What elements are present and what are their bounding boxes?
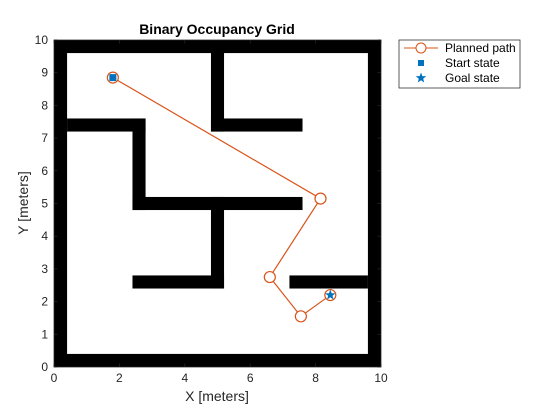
legend: Planned path Start state Goal state	[398, 39, 521, 89]
y-tick-label: 0	[41, 360, 48, 374]
obstacle-cell	[67, 118, 146, 132]
y-tick-label: 8	[41, 98, 48, 112]
x-tick-label: 4	[181, 371, 188, 385]
obstacle-cell	[210, 40, 225, 132]
x-axis-ticks: 0 2 4 6 8 10	[51, 40, 388, 385]
y-axis-label: Y [meters]	[15, 171, 31, 235]
legend-circle-marker-icon	[415, 42, 427, 54]
legend-label-start-state: Start state	[445, 56, 500, 70]
legend-star-marker-icon	[415, 72, 427, 83]
obstacle-cell	[210, 196, 225, 289]
y-axis-ticks: 0 1 2 3 4 5 6 7 8 9 10	[35, 33, 381, 374]
obstacle-cell	[289, 275, 368, 289]
y-tick-label: 4	[41, 229, 48, 243]
x-tick-label: 2	[116, 371, 123, 385]
x-axis-label: X [meters]	[185, 388, 249, 404]
legend-entry-start-state: Start state	[418, 56, 500, 70]
legend-entry-goal-state: Goal state	[415, 71, 500, 85]
y-tick-label: 2	[41, 295, 48, 309]
obstacle-cell	[210, 118, 303, 132]
y-tick-label: 9	[41, 66, 48, 80]
obstacle-cell	[132, 275, 225, 289]
path-waypoint-marker	[314, 192, 327, 205]
y-tick-label: 5	[41, 197, 48, 211]
y-tick-label: 7	[41, 131, 48, 145]
legend-label-planned-path: Planned path	[445, 41, 516, 55]
obstacle-cell	[54, 353, 381, 367]
plot-area	[53, 39, 382, 368]
chart-title: Binary Occupancy Grid	[139, 21, 295, 37]
x-tick-label: 8	[312, 371, 319, 385]
start-state-marker	[109, 74, 117, 82]
goal-state-marker	[325, 289, 336, 300]
obstacle-cell	[367, 40, 381, 367]
state-markers	[109, 74, 336, 300]
legend-entry-planned-path: Planned path	[404, 41, 516, 55]
x-tick-label: 0	[51, 371, 58, 385]
path-waypoint-marker	[294, 310, 307, 323]
y-tick-label: 6	[41, 164, 48, 178]
obstacle-cell	[132, 118, 146, 211]
y-tick-label: 1	[41, 327, 48, 341]
obstacle-cell	[54, 40, 68, 367]
y-tick-label: 10	[35, 33, 49, 47]
x-tick-label: 6	[247, 371, 254, 385]
legend-square-marker-icon	[418, 60, 424, 66]
occupied-cells	[54, 40, 381, 367]
x-tick-label: 10	[374, 371, 388, 385]
legend-label-goal-state: Goal state	[445, 71, 500, 85]
path-waypoint-marker	[263, 270, 276, 284]
y-tick-label: 3	[41, 262, 48, 276]
